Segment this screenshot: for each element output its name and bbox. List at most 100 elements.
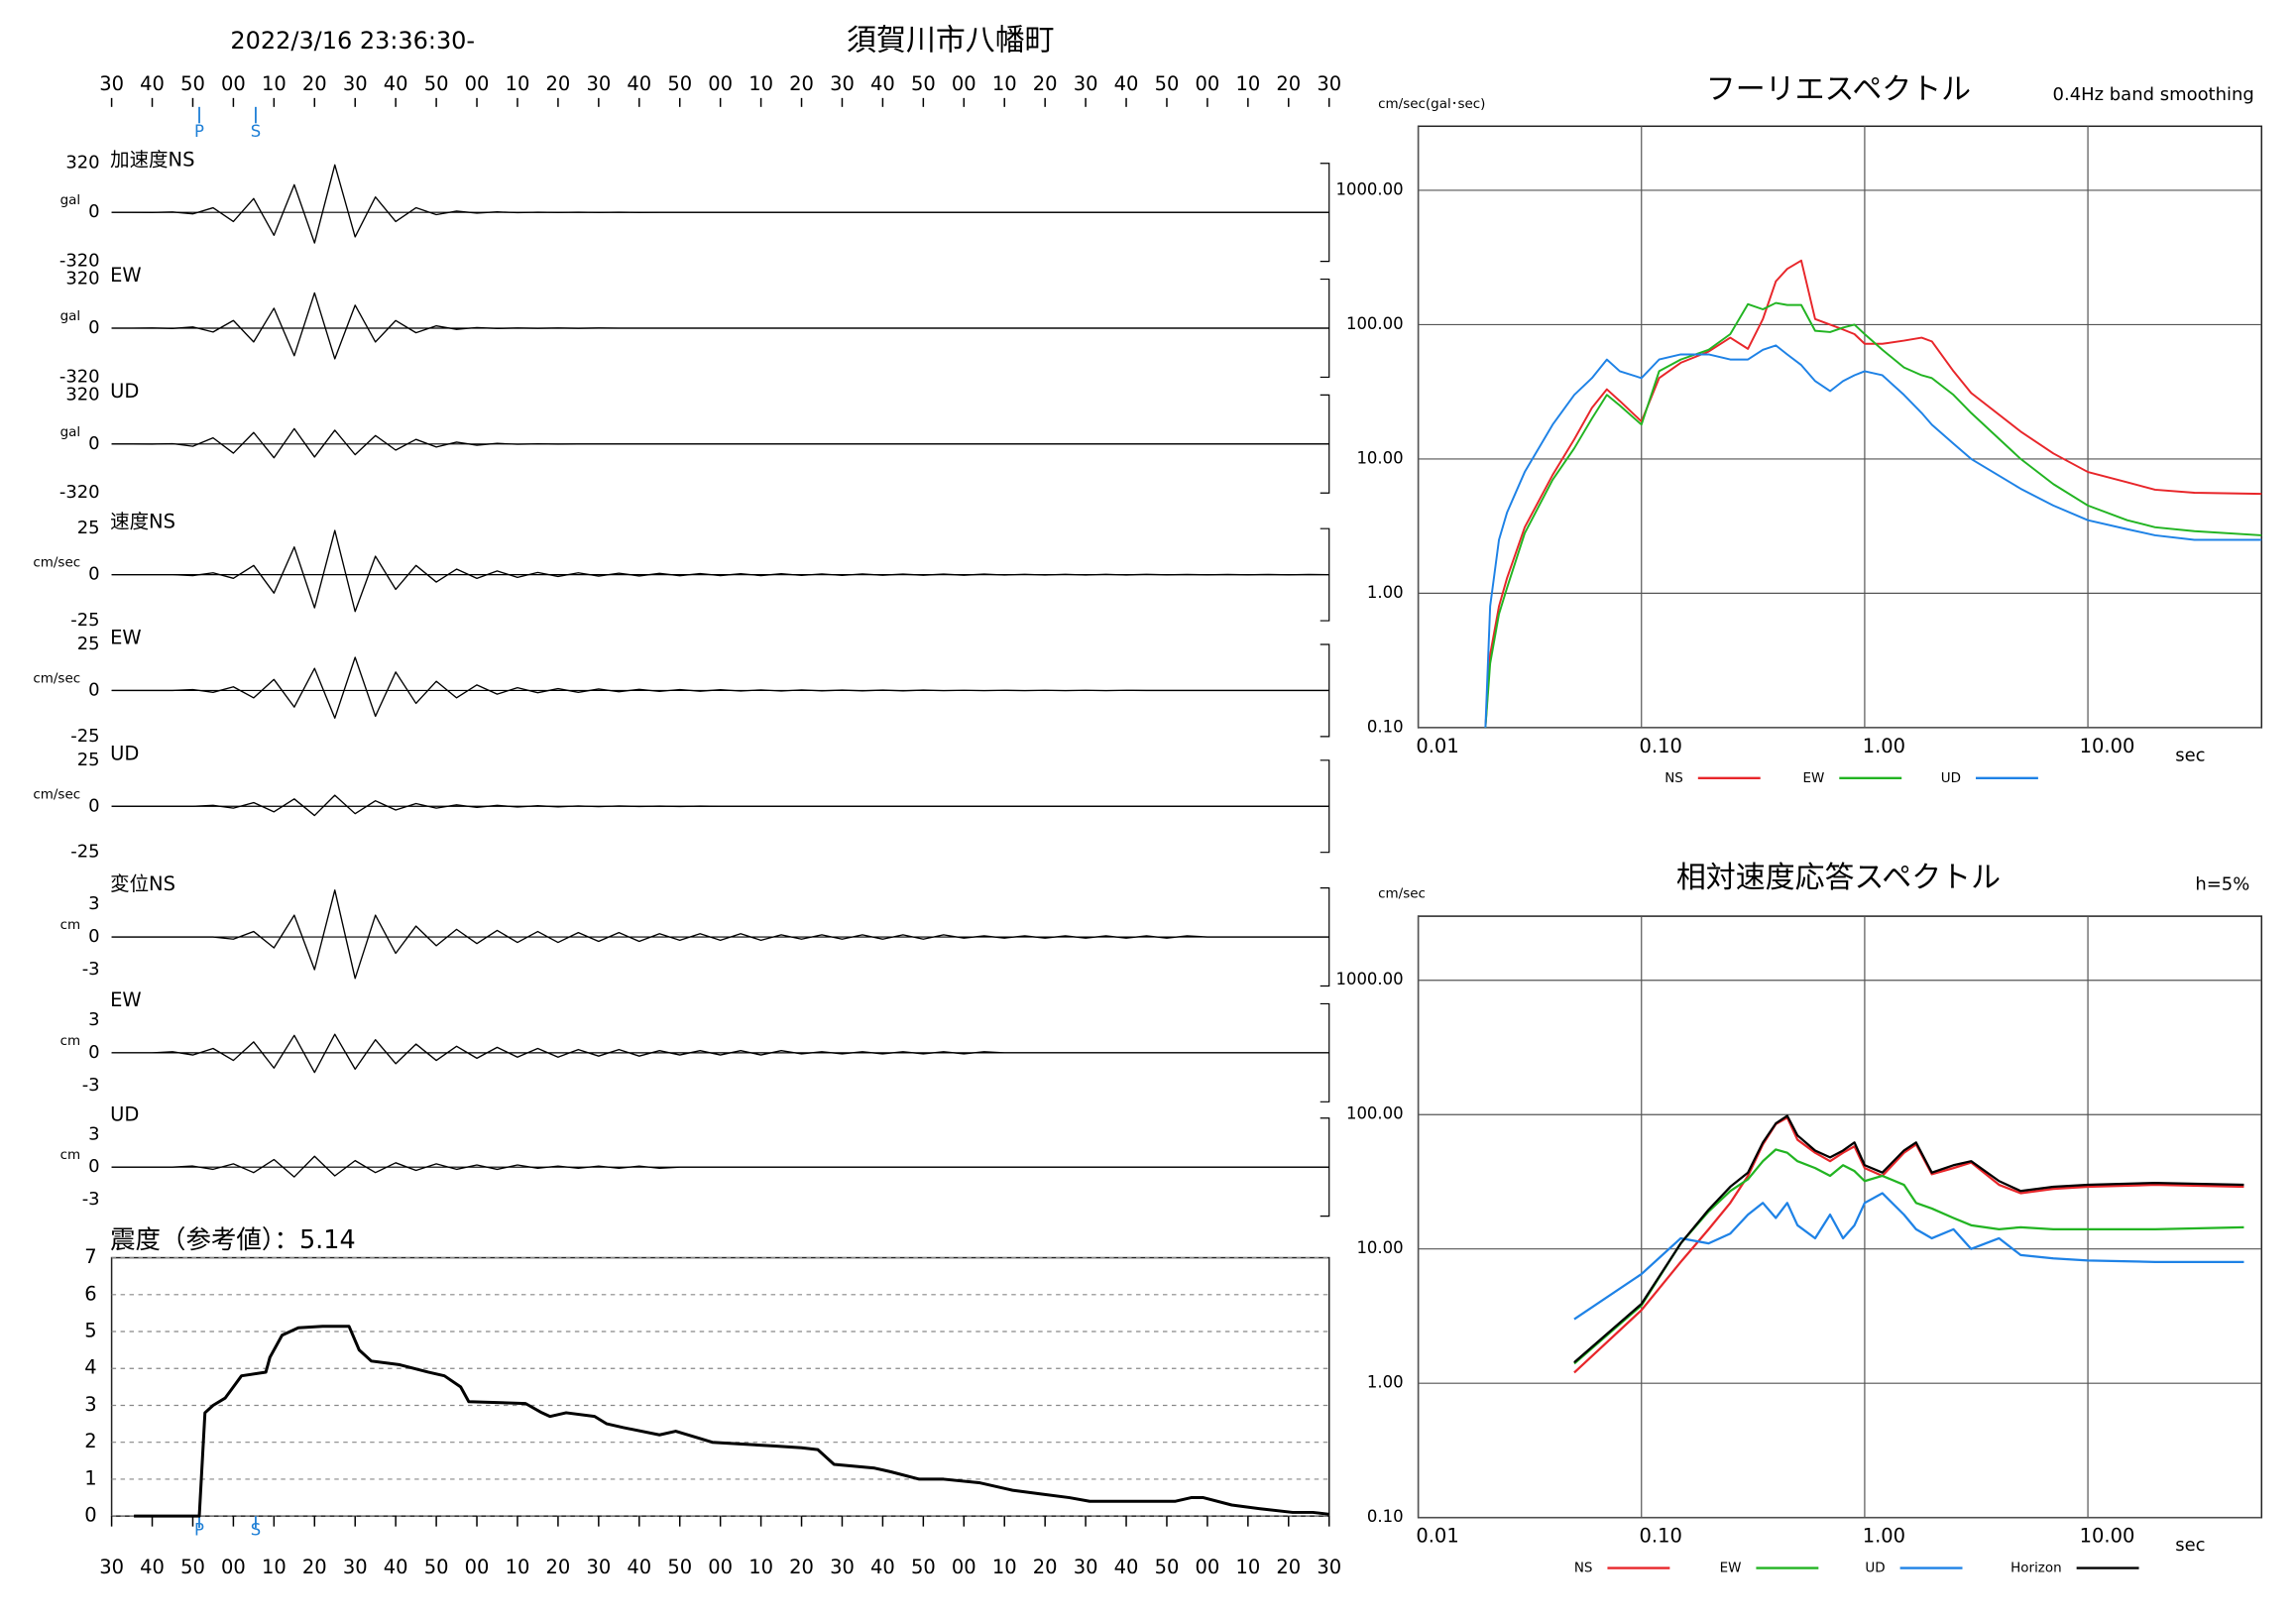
panel-label: UD [110, 380, 139, 403]
chart-title: 須賀川市八幡町 [847, 23, 1055, 58]
x-tick-label: 10 [992, 1556, 1017, 1578]
legend-label: Horizon [2010, 1561, 2062, 1576]
unit-label: cm [60, 1147, 81, 1163]
x-tick-label: 50 [667, 1556, 692, 1578]
chart-title: フーリエスペクトル [1706, 72, 1971, 107]
x-tick-label: 40 [627, 1556, 651, 1578]
x-tick-label: 0.10 [1640, 735, 1682, 757]
x-tick-label: 00 [952, 1556, 976, 1578]
x-tick-label: 00 [952, 72, 976, 95]
x-tick-label: 40 [384, 1556, 408, 1578]
x-tick-label: 00 [221, 72, 246, 95]
x-tick-label: 10 [992, 72, 1017, 95]
y-tick-label: 1.00 [1367, 583, 1404, 602]
y-axis-label: cm/sec(gal･sec) [1378, 96, 1485, 112]
x-axis-label: sec [2175, 1535, 2205, 1556]
y-tick-label: 3 [88, 1009, 99, 1030]
x-tick-label: 20 [1276, 72, 1301, 95]
x-tick-label: 30 [99, 72, 124, 95]
x-tick-label: 10 [506, 72, 530, 95]
y-axis-label: cm/sec [1378, 886, 1426, 902]
waveform-trace [111, 1033, 1329, 1074]
y-tick-label: 100.00 [1346, 314, 1404, 333]
x-tick-label: 50 [180, 1556, 205, 1578]
waveform-trace [111, 794, 1329, 817]
panel-label: 速度NS [110, 511, 175, 533]
chart-subtitle: 2022/3/16 23:36:30- [230, 27, 475, 55]
x-tick-label: 30 [343, 72, 368, 95]
x-tick-label: 20 [1033, 72, 1058, 95]
x-tick-label: 1.00 [1863, 1525, 1905, 1548]
data-line [1573, 1148, 2244, 1365]
x-tick-label: 30 [586, 72, 611, 95]
x-tick-label: 30 [1074, 72, 1098, 95]
x-tick-label: 10.00 [2080, 735, 2135, 757]
y-tick-label: 6 [84, 1282, 96, 1305]
x-tick-label: 00 [465, 1556, 490, 1578]
legend-label: NS [1574, 1561, 1593, 1576]
legend-label: EW [1720, 1561, 1742, 1576]
x-tick-label: 40 [384, 72, 408, 95]
y-tick-label: 100.00 [1346, 1104, 1404, 1123]
phase-label: P [194, 122, 204, 141]
y-tick-label: 0 [84, 1504, 96, 1527]
y-tick-label: 25 [77, 750, 100, 770]
data-line [1484, 259, 2262, 728]
x-tick-label: 20 [1276, 1556, 1301, 1578]
x-tick-label: 0.01 [1416, 1525, 1458, 1548]
unit-label: cm/sec [33, 670, 80, 686]
x-tick-label: 00 [1196, 72, 1220, 95]
legend-label: NS [1665, 770, 1683, 786]
panel-label: EW [110, 264, 142, 287]
y-tick-label: 25 [77, 634, 100, 654]
x-tick-label: 50 [1155, 72, 1180, 95]
waveform-trace [111, 1155, 1329, 1178]
legend-label: EW [1802, 770, 1824, 786]
waveform-trace [111, 164, 1329, 244]
data-line [1484, 344, 2262, 728]
y-tick-label: 0 [88, 679, 99, 700]
x-tick-label: 0.10 [1640, 1525, 1682, 1548]
x-tick-label: 40 [140, 72, 165, 95]
y-tick-label: 2 [84, 1430, 96, 1452]
y-tick-label: 1000.00 [1335, 179, 1403, 198]
y-tick-label: 0 [88, 795, 99, 816]
x-tick-label: 40 [627, 72, 651, 95]
x-tick-label: 20 [789, 72, 814, 95]
waveform-trace [111, 291, 1329, 360]
y-tick-label: -25 [70, 610, 99, 631]
y-tick-label: 0.10 [1367, 1507, 1404, 1526]
plot-frame [110, 1256, 1330, 1517]
data-line [1573, 1114, 2244, 1363]
y-tick-label: 0 [88, 1156, 99, 1177]
data-line [1484, 301, 2262, 728]
panel-label: UD [110, 1102, 139, 1125]
plot-frame [1417, 915, 2263, 1519]
x-tick-label: 10 [506, 1556, 530, 1578]
y-tick-label: 5 [84, 1320, 96, 1342]
unit-label: cm [60, 1033, 81, 1049]
x-tick-label: 00 [465, 72, 490, 95]
y-tick-label: -320 [59, 366, 100, 387]
x-tick-label: 20 [302, 72, 327, 95]
y-tick-label: 1 [84, 1466, 96, 1489]
x-tick-label: 40 [870, 72, 895, 95]
panel-label: 加速度NS [110, 148, 194, 171]
y-tick-label: -3 [82, 1075, 100, 1096]
x-tick-label: 1.00 [1863, 735, 1905, 757]
y-tick-label: -3 [82, 1189, 100, 1210]
x-tick-label: 00 [708, 72, 733, 95]
x-tick-label: 00 [1196, 1556, 1220, 1578]
y-tick-label: 0 [88, 1042, 99, 1063]
x-tick-label: 10 [262, 1556, 287, 1578]
unit-label: cm/sec [33, 786, 80, 802]
unit-label: gal [60, 192, 81, 208]
x-tick-label: 30 [1317, 72, 1341, 95]
y-tick-label: 320 [65, 269, 99, 290]
y-tick-label: 0 [88, 926, 99, 947]
unit-label: cm [60, 917, 81, 933]
x-tick-label: 10 [1235, 72, 1260, 95]
x-tick-label: 00 [221, 1556, 246, 1578]
